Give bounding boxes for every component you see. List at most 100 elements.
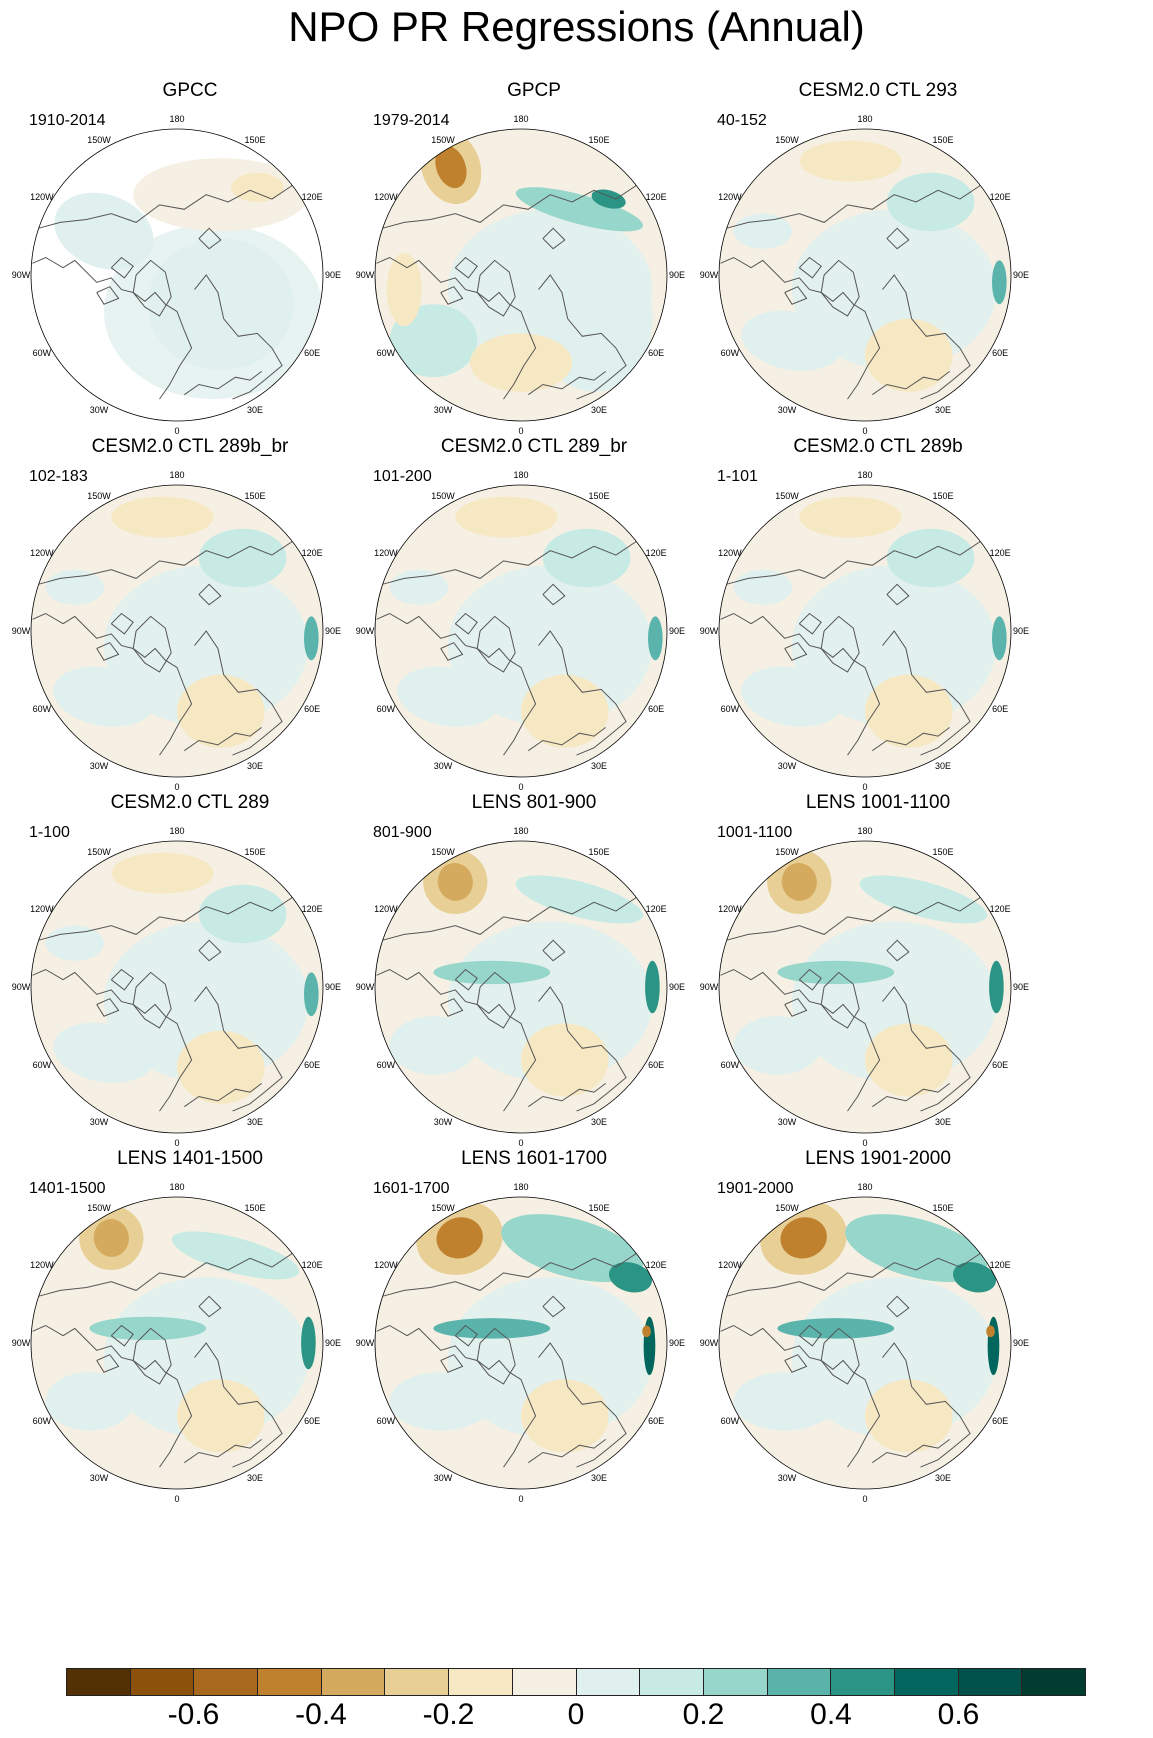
longitude-label: 30W: [778, 1473, 797, 1483]
coastline: [784, 642, 808, 661]
coastline: [798, 256, 822, 279]
map-panel: LENS 1401-1500 1401-1500 180 150E 120E 90E 60E…: [0, 1148, 380, 1543]
coastline: [784, 1354, 808, 1373]
longitude-label: 150W: [431, 135, 455, 145]
polar-map: 180 150E 120E 90E 60E 30E 0 30W 60W 90W 120W 150W: [12, 114, 341, 436]
coastline: [726, 1252, 983, 1297]
longitude-label: 0: [518, 1494, 523, 1504]
longitude-label: 60E: [304, 348, 320, 358]
coastline: [440, 286, 464, 305]
longitude-label: 30W: [434, 1473, 453, 1483]
anomaly-region: [177, 1030, 265, 1104]
coastline: [32, 1324, 193, 1468]
longitude-label: 120E: [302, 904, 323, 914]
anomaly-region: [469, 333, 573, 392]
coastline: [882, 986, 971, 1112]
longitude-label: 0: [518, 782, 523, 792]
anomaly-region: [989, 960, 1004, 1014]
longitude-label: 30W: [90, 405, 109, 415]
coastline: [376, 612, 537, 756]
longitude-label: 90E: [1013, 1338, 1029, 1348]
panel-title: LENS 801-900: [471, 792, 597, 813]
coastline: [720, 1324, 881, 1468]
longitude-label: 120W: [374, 192, 398, 202]
panel-period: 1979-2014: [373, 112, 450, 129]
coastline: [32, 968, 193, 1112]
coastline: [476, 259, 516, 317]
map-boundary: [718, 840, 1012, 1134]
coastline: [194, 630, 283, 756]
longitude-label: 30W: [434, 761, 453, 771]
longitude-label: 90E: [325, 982, 341, 992]
coastline: [38, 896, 295, 941]
anomaly-region: [93, 1218, 129, 1257]
longitude-label: 150E: [244, 1203, 265, 1213]
coastline: [820, 259, 860, 317]
longitude-label: 60E: [992, 704, 1008, 714]
coastline: [538, 274, 627, 400]
anomaly-region: [198, 528, 287, 588]
coastline: [110, 968, 134, 991]
longitude-label: 180: [513, 114, 528, 124]
longitude-label: 0: [174, 426, 179, 436]
longitude-label: 90W: [356, 626, 375, 636]
longitude-label: 150E: [932, 135, 953, 145]
coastline: [110, 1324, 134, 1347]
longitude-label: 150E: [244, 135, 265, 145]
longitude-label: 60W: [33, 1060, 52, 1070]
polar-map: 180 150E 120E 90E 60E 30E 0 30W 60W 90W 120W 150W: [12, 826, 341, 1148]
longitude-label: 60W: [33, 704, 52, 714]
anomaly-region: [111, 496, 214, 538]
anomaly-region: [648, 616, 663, 661]
coastline: [820, 1327, 860, 1385]
coastline: [96, 642, 120, 661]
coastline: [454, 1324, 478, 1347]
panel-title: LENS 1901-2000: [805, 1148, 951, 1169]
longitude-label: 120W: [718, 904, 742, 914]
colorbar-tick-label: -0.6: [167, 1698, 220, 1731]
panel-title: GPCC: [162, 80, 218, 101]
longitude-label: 60W: [377, 1416, 396, 1426]
panel-title: CESM2.0 CTL 293: [798, 80, 958, 101]
longitude-label: 90W: [12, 270, 31, 280]
anomaly-region: [437, 862, 473, 901]
coastline: [726, 896, 983, 941]
coastline: [454, 256, 478, 279]
longitude-label: 90W: [356, 1338, 375, 1348]
coastline: [538, 1342, 627, 1468]
longitude-label: 60W: [33, 1416, 52, 1426]
longitude-label: 90E: [669, 1338, 685, 1348]
longitude-label: 0: [862, 782, 867, 792]
coastline: [528, 370, 606, 396]
coastline: [198, 583, 222, 606]
longitude-label: 150E: [588, 135, 609, 145]
map-boundary: [30, 840, 324, 1134]
longitude-label: 30E: [591, 405, 607, 415]
longitude-label: 30E: [591, 1117, 607, 1127]
coastline: [720, 968, 881, 1112]
coastline: [454, 968, 478, 991]
colorbar-tick-label: 0: [567, 1698, 585, 1731]
anomaly-region: [389, 1372, 492, 1431]
coastline: [132, 971, 172, 1029]
anomaly-region: [45, 569, 104, 605]
anomaly-region: [733, 213, 792, 249]
panel-title: CESM2.0 CTL 289: [110, 792, 270, 813]
colorbar-swatch: [321, 1669, 386, 1695]
longitude-label: 30E: [247, 1117, 263, 1127]
longitude-label: 60W: [377, 1060, 396, 1070]
map-boundary: [718, 484, 1012, 778]
longitude-label: 0: [518, 426, 523, 436]
longitude-label: 30E: [247, 405, 263, 415]
coastline: [376, 968, 537, 1112]
anomaly-region: [104, 565, 309, 726]
anomaly-region: [781, 862, 817, 901]
colorbar: -0.6 -0.4 -0.2 0 0.2 0.4 0.6: [66, 1668, 1086, 1738]
longitude-label: 30W: [778, 405, 797, 415]
longitude-label: 120E: [302, 192, 323, 202]
map-panel: GPCP 1979-2014 180 150E 120E 90E 60E 30E 0 30W 60W…: [344, 80, 724, 475]
map-boundary: [374, 840, 668, 1134]
coastline: [720, 612, 881, 756]
panel-title: CESM2.0 CTL 289b: [793, 436, 963, 457]
coastline: [528, 1438, 606, 1464]
